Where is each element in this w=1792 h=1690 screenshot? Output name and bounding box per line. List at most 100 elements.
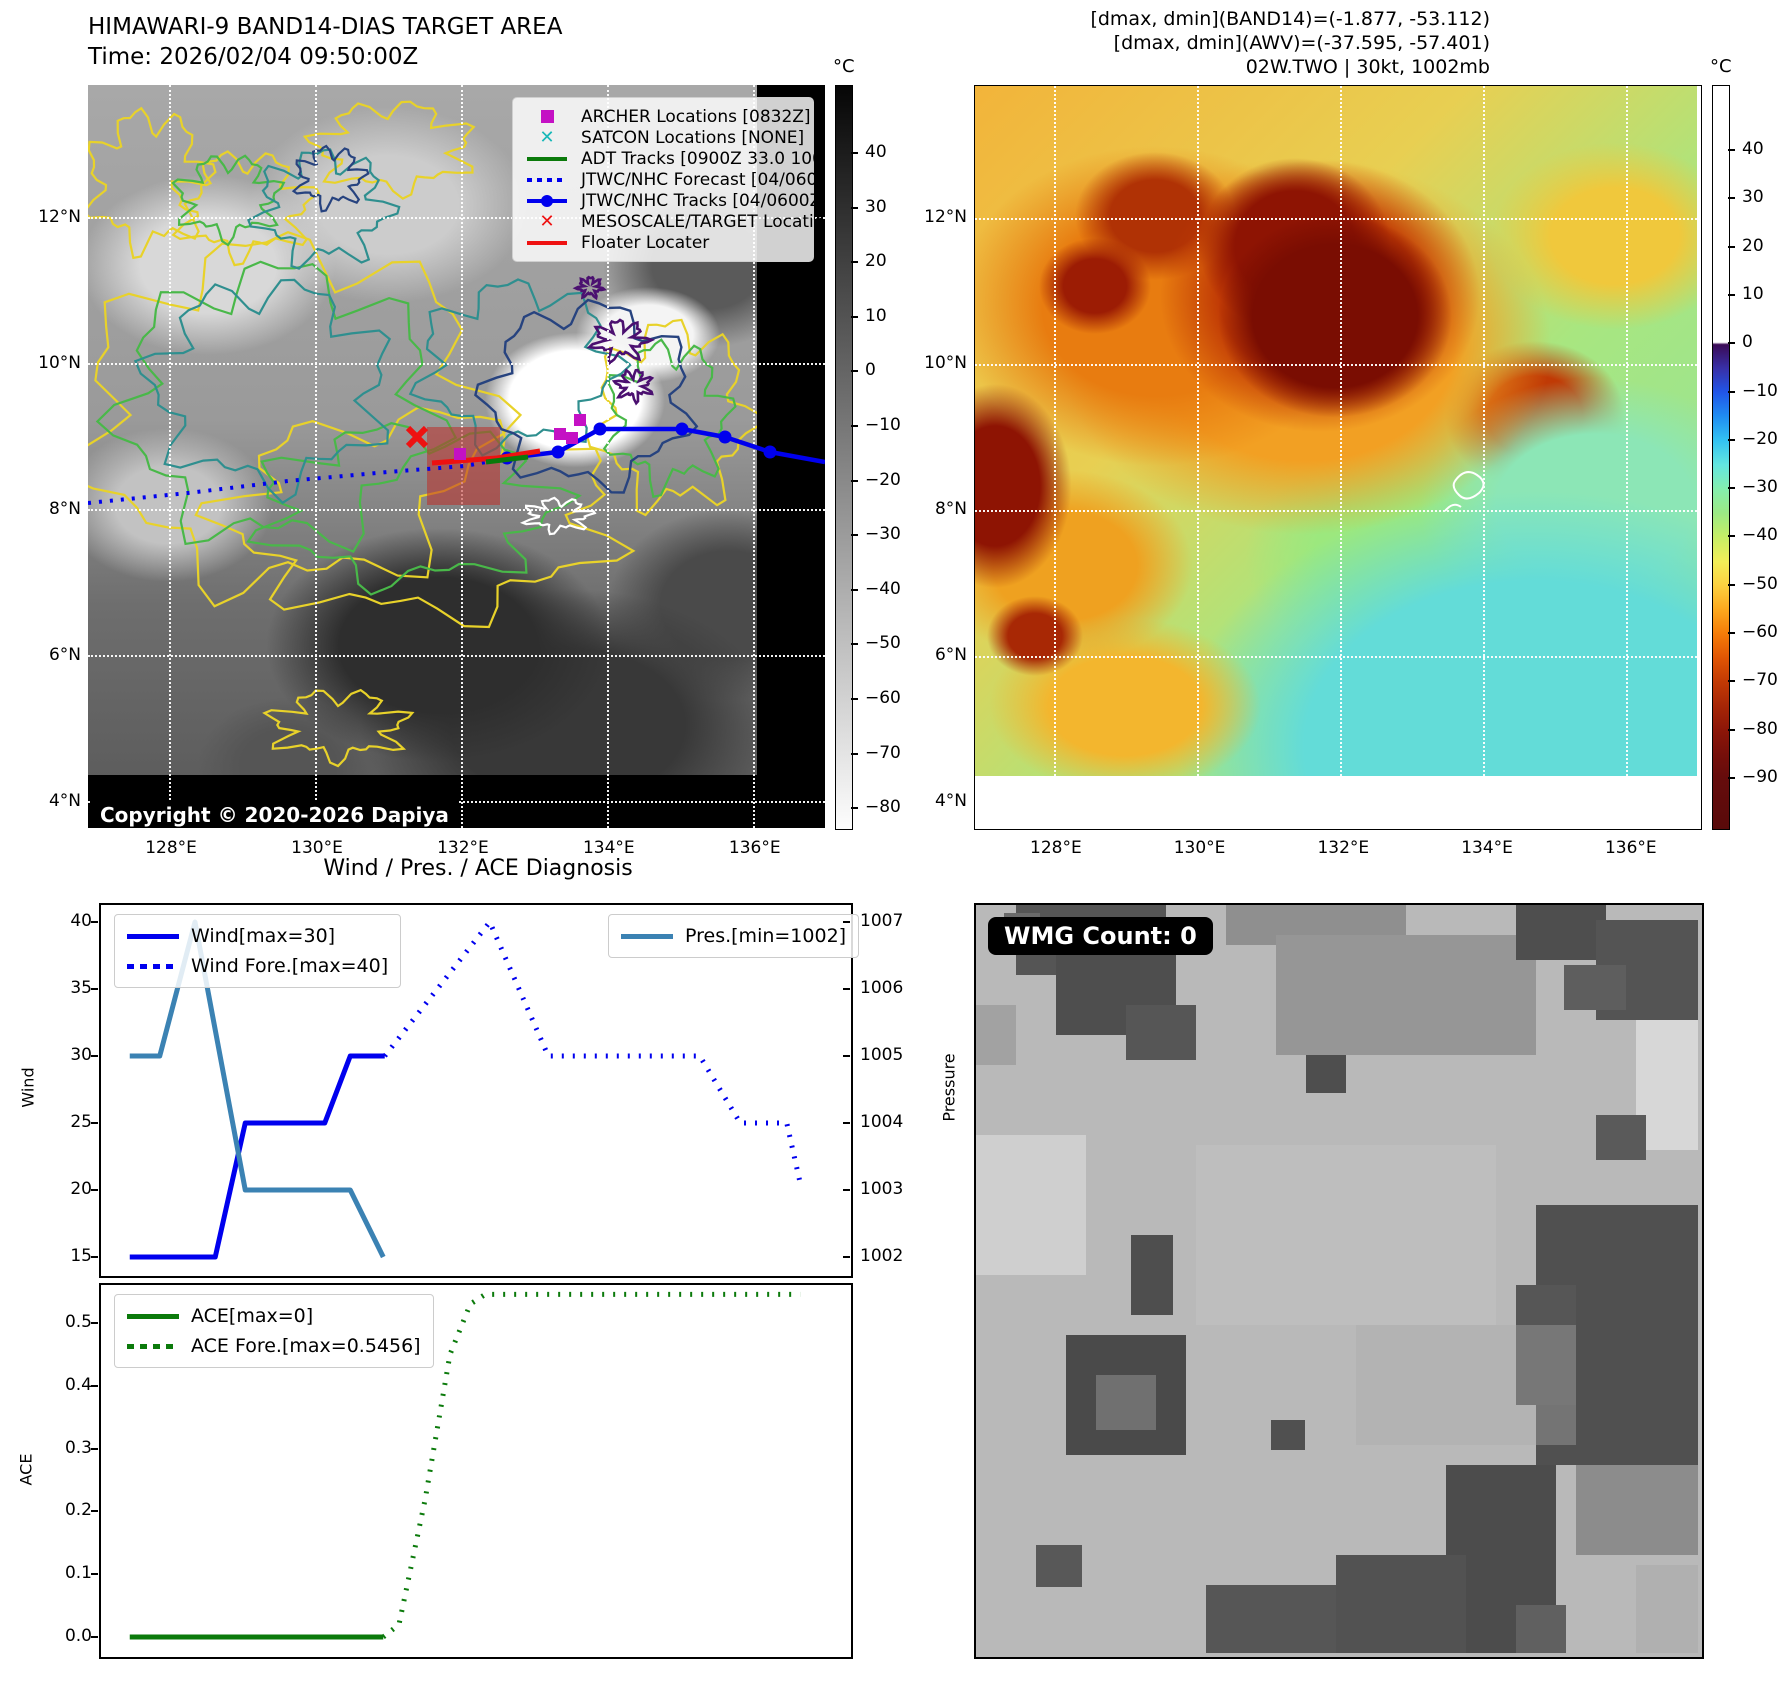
colorbar-tick — [851, 643, 858, 646]
colorbar-tick — [851, 534, 858, 537]
wind-line-sample — [127, 933, 179, 939]
colorbar-tick-label: −30 — [865, 524, 901, 545]
line-marker-sample — [525, 156, 569, 161]
tick — [91, 1447, 98, 1450]
ace-ylabel: ACE — [16, 1453, 36, 1486]
colorbar-tick-label: −10 — [865, 415, 901, 435]
tick — [91, 1636, 98, 1638]
colorbar-tick — [1728, 390, 1735, 393]
colorbar-tick-label: −10 — [1742, 380, 1778, 401]
pres-ytick: 1007 — [860, 911, 904, 931]
ace-ytick: 0.3 — [64, 1437, 92, 1458]
panel2-storm-id: 02W.TWO | 30kt, 1002mb — [1245, 56, 1490, 78]
map-legend-item: ADT Tracks [0900Z 33.0 1006.0] — [525, 148, 825, 169]
wind-ytick: 15 — [70, 1246, 92, 1266]
tick — [843, 1122, 850, 1124]
lat-label: 4°N — [934, 791, 967, 812]
pres-ytick: 1004 — [860, 1112, 904, 1132]
panel1-time: Time: 2026/02/04 09:50:00Z — [88, 44, 419, 70]
lon-label: 136°E — [728, 838, 781, 858]
pressure-legend: Pres.[min=1002] — [608, 914, 860, 958]
line-marker-sample — [525, 240, 569, 245]
colorbar-tick — [851, 752, 858, 755]
latlon-grid-2 — [975, 86, 1697, 805]
colorbar-tick-label: 40 — [1742, 139, 1764, 159]
tick — [91, 1384, 98, 1387]
colorbar-tick — [1728, 245, 1735, 248]
tick — [843, 1256, 850, 1258]
lon-label: 130°E — [291, 838, 343, 858]
chart-title: Wind / Pres. / ACE Diagnosis — [323, 856, 633, 881]
tick — [91, 988, 98, 990]
map-legend-label: JTWC/NHC Tracks [04/0600Z] — [581, 190, 825, 211]
band14-satellite-map[interactable]: Copyright © 2020-2026 Dapiya ARCHER Loca… — [88, 85, 825, 828]
colorbar-tick — [1728, 728, 1735, 731]
colorbar-tick — [851, 206, 858, 209]
lon-label: 134°E — [1461, 838, 1513, 858]
colorbar-tick — [851, 588, 858, 591]
tick — [91, 1189, 98, 1191]
wind-ytick: 25 — [70, 1112, 92, 1132]
colorbar-tick-label: −60 — [1742, 622, 1778, 642]
pressure-ylabel: Pressure — [939, 1053, 959, 1122]
lat-label: 8°N — [934, 499, 967, 520]
ace-ytick: 0.5 — [64, 1312, 92, 1332]
ace-ytick: 0.2 — [64, 1500, 92, 1521]
map-legend-label: ADT Tracks [0900Z 33.0 1006.0] — [581, 148, 825, 169]
colorbar-tick-label: 10 — [865, 305, 887, 326]
tick — [843, 988, 850, 990]
colorbar-tick — [851, 261, 858, 264]
colorbar-tick-label: −20 — [865, 469, 901, 490]
colorbar-tick — [1728, 197, 1735, 200]
colorbar-tick — [1728, 293, 1735, 296]
colorbar-tick-label: −40 — [865, 578, 901, 599]
wmg-pixel-imagery — [976, 905, 1698, 1653]
dotted-marker-sample — [525, 177, 569, 182]
colorbar-tick-label: 20 — [1742, 235, 1764, 256]
ace-legend: ACE[max=0] ACE Fore.[max=0.5456] — [114, 1294, 434, 1368]
lat-label: 6°N — [934, 645, 967, 666]
pres-ytick: 1006 — [860, 978, 904, 998]
colorbar-tick-label: −60 — [865, 688, 901, 708]
map-legend: ARCHER Locations [0832Z] ✕ SATCON Location… — [512, 97, 825, 262]
tick — [91, 1122, 98, 1124]
wmg-panel[interactable]: WMG Count: 0 — [974, 903, 1704, 1659]
lon-label: 128°E — [1030, 838, 1082, 858]
ace-ytick: 0.1 — [64, 1563, 92, 1584]
ace-fore-line-sample — [127, 1343, 179, 1349]
colorbar-tick-label: 40 — [865, 142, 887, 162]
lat-label: 12°N — [924, 207, 967, 228]
band14-colorbar — [835, 85, 853, 830]
x-marker-sample: ✕ — [539, 127, 555, 148]
lon-label: 128°E — [145, 838, 197, 858]
map-legend-label: SATCON Locations [NONE] — [581, 127, 805, 148]
x-marker-sample: ✕ — [539, 211, 555, 232]
colorbar-tick-label: −30 — [1742, 477, 1778, 498]
ace-series — [129, 1291, 801, 1640]
colorbar-tick — [1728, 487, 1735, 490]
colorbar-tick — [851, 698, 858, 700]
colorbar-tick — [1728, 632, 1735, 634]
colorbar-tick-label: 30 — [1742, 187, 1764, 208]
colorbar1-unit: °C — [833, 56, 855, 77]
colorbar-tick-label: −20 — [1742, 428, 1778, 449]
map-legend-item: ✕ MESOSCALE/TARGET Location — [525, 211, 825, 232]
tick — [91, 921, 98, 923]
pres-ytick: 1002 — [860, 1246, 904, 1266]
ace-ytick: 0.4 — [64, 1374, 92, 1395]
colorbar-tick — [851, 425, 858, 427]
colorbar-tick — [1728, 342, 1735, 345]
colorbar-tick-label: −90 — [1742, 766, 1778, 787]
pres-line-sample — [621, 933, 673, 939]
colorbar-tick-label: −50 — [1742, 573, 1778, 594]
tick — [91, 1055, 98, 1057]
tick — [91, 1322, 98, 1324]
awv-no-data-bottom — [975, 776, 1697, 826]
colorbar-tick — [1728, 535, 1735, 538]
awv-difference-map[interactable] — [974, 85, 1702, 830]
colorbar-tick-label: 0 — [1742, 332, 1753, 353]
pres-ytick: 1005 — [860, 1045, 904, 1065]
pres-ytick: 1003 — [860, 1179, 904, 1199]
wind-ytick: 30 — [70, 1045, 92, 1065]
colorbar-tick-label: −70 — [865, 742, 901, 763]
